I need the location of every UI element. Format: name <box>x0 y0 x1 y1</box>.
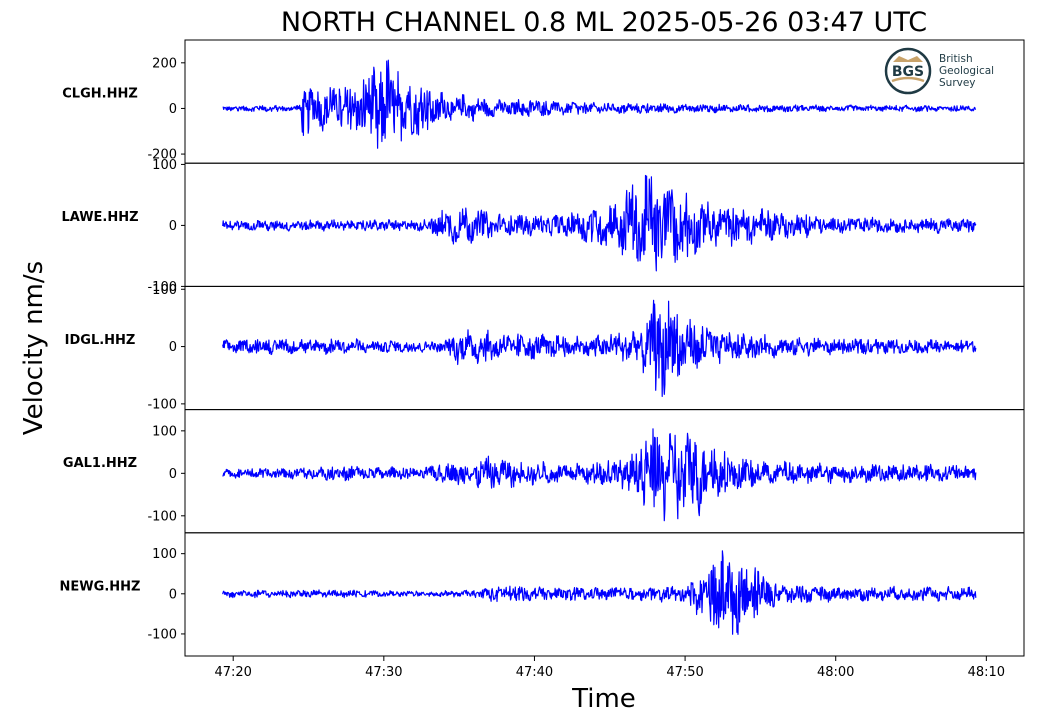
waveform-trace <box>222 550 977 635</box>
y-tick-label: 100 <box>152 158 177 173</box>
x-tick-label: 47:50 <box>666 665 703 680</box>
station-label: CLGH.HHZ <box>62 87 138 102</box>
x-tick-label: 47:40 <box>516 665 553 680</box>
waveform-trace <box>222 299 977 397</box>
panel-newg-hhz: 100 0 -100 NEWG.HHZ <box>60 532 1025 657</box>
panel-lawe-hhz: 100 0 -100 LAWE.HHZ <box>61 158 1025 295</box>
waveform-trace <box>222 174 977 272</box>
station-label: IDGL.HHZ <box>65 333 136 348</box>
panel-idgl-hhz: 100 0 -100 IDGL.HHZ <box>65 283 1025 412</box>
logo-text-line: Survey <box>939 77 976 89</box>
waveform-trace <box>222 428 977 522</box>
logo-text-line: British <box>939 53 973 65</box>
x-tick-label: 48:00 <box>817 665 854 680</box>
station-label: NEWG.HHZ <box>60 579 141 594</box>
logo-text-line: Geological <box>939 65 994 77</box>
x-tick-label: 47:30 <box>365 665 402 680</box>
y-axis-label: Velocity nm/s <box>19 261 49 435</box>
crown-icon <box>893 56 923 62</box>
station-label: LAWE.HHZ <box>61 210 138 225</box>
waveform-trace <box>222 59 977 149</box>
y-tick-label: -100 <box>147 397 177 412</box>
y-tick-label: -100 <box>147 627 177 642</box>
logo-wave <box>891 76 925 83</box>
x-axis-label: Time <box>571 684 636 714</box>
logo-mark: BGS <box>892 64 924 80</box>
y-tick-label: 0 <box>169 340 177 355</box>
y-tick-label: 0 <box>169 219 177 234</box>
y-tick-label: -200 <box>147 148 177 163</box>
chart-title: NORTH CHANNEL 0.8 ML 2025-05-26 03:47 UT… <box>281 7 927 38</box>
y-tick-label: -100 <box>147 280 177 295</box>
y-tick-label: 100 <box>152 283 177 298</box>
y-tick-label: 100 <box>152 547 177 562</box>
y-tick-label: 0 <box>169 467 177 482</box>
y-tick-label: 0 <box>169 102 177 117</box>
x-axis: 47:20 47:30 47:40 47:50 48:00 48:10 <box>214 656 1005 680</box>
y-tick-label: 200 <box>152 56 177 71</box>
y-tick-label: -100 <box>147 509 177 524</box>
station-label: GAL1.HHZ <box>63 456 137 471</box>
panels-group: 200 0 -200 CLGH.HHZ 100 0 -100 LAWE.HHZ 100 0 -100… <box>60 39 1025 657</box>
y-tick-label: 0 <box>169 587 177 602</box>
y-tick-label: 100 <box>152 424 177 439</box>
panel-gal1-hhz: 100 0 -100 GAL1.HHZ <box>63 409 1025 534</box>
x-tick-label: 48:10 <box>968 665 1005 680</box>
panel-clgh-hhz: 200 0 -200 CLGH.HHZ <box>62 39 1025 164</box>
x-tick-label: 47:20 <box>214 665 251 680</box>
panel-frame <box>184 532 1025 657</box>
panel-frame <box>184 409 1025 534</box>
